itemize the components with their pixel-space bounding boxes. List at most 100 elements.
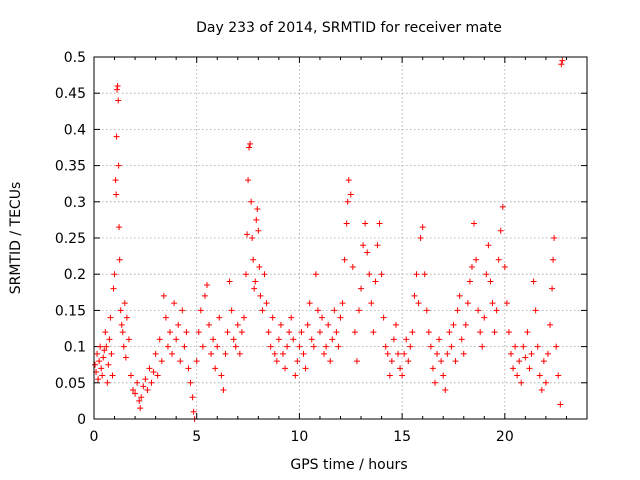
data-point (116, 256, 123, 263)
data-point (118, 321, 125, 328)
data-point (337, 314, 344, 321)
data-point (234, 321, 241, 328)
data-point (507, 350, 514, 357)
y-tick-label: 0.4 (64, 122, 86, 138)
data-point (429, 365, 436, 372)
data-point (456, 292, 463, 299)
data-point (112, 177, 119, 184)
data-point (195, 329, 202, 336)
data-point (538, 387, 545, 394)
data-point (96, 358, 103, 365)
data-point (479, 343, 486, 350)
data-point (304, 321, 311, 328)
data-point (540, 358, 547, 365)
data-point (197, 307, 204, 314)
data-point (368, 300, 375, 307)
data-point (286, 329, 293, 336)
data-point (427, 343, 434, 350)
data-point (473, 256, 480, 263)
data-point (189, 394, 196, 401)
data-point (358, 285, 365, 292)
data-point (101, 347, 108, 354)
data-point (265, 329, 272, 336)
chart-title: Day 233 of 2014, SRMTID for receiver mat… (196, 20, 502, 36)
data-point (208, 350, 215, 357)
data-point (417, 235, 424, 241)
y-tick-label: 0.35 (55, 159, 86, 175)
data-point (279, 350, 286, 357)
data-point (158, 358, 165, 365)
data-point (162, 314, 169, 321)
axis-ticks (93, 56, 587, 420)
data-point (446, 329, 453, 336)
data-point (250, 256, 257, 263)
data-point (226, 278, 233, 285)
data-point (555, 372, 562, 379)
data-point (405, 358, 412, 365)
data-point (248, 198, 255, 205)
data-point (302, 365, 309, 372)
data-point (528, 350, 535, 357)
y-tick-label: 0 (77, 412, 86, 428)
data-point (450, 321, 457, 328)
data-point (236, 350, 243, 357)
data-point (148, 379, 155, 386)
y-tick-label: 0.15 (55, 303, 86, 319)
data-point (516, 358, 523, 365)
data-point (284, 343, 291, 350)
data-point (140, 383, 147, 390)
data-point (92, 361, 99, 368)
data-point (181, 343, 188, 350)
data-points (92, 57, 566, 422)
data-point (475, 307, 482, 314)
data-point (100, 354, 107, 361)
data-point (493, 307, 500, 314)
x-axis-label: GPS time / hours (290, 457, 407, 473)
data-point (503, 300, 510, 307)
data-point (113, 191, 120, 198)
data-point (298, 329, 305, 336)
data-point (557, 401, 564, 408)
data-point (378, 271, 385, 278)
data-point (152, 350, 159, 357)
data-point (522, 354, 529, 361)
data-point (224, 329, 231, 336)
data-point (120, 343, 127, 350)
data-point (448, 343, 455, 350)
data-point (167, 329, 174, 336)
data-point (269, 314, 276, 321)
data-point (409, 329, 416, 336)
data-point (384, 350, 391, 357)
data-point (282, 365, 289, 372)
data-point (485, 242, 492, 249)
data-point (228, 307, 235, 314)
data-point (444, 350, 451, 357)
data-point (288, 314, 295, 321)
data-point (372, 278, 379, 285)
data-point (489, 300, 496, 307)
data-point (390, 336, 397, 343)
data-point (497, 227, 504, 234)
data-point (95, 376, 102, 383)
data-point (94, 350, 101, 357)
data-point (518, 379, 525, 386)
data-point (536, 372, 543, 379)
data-point (253, 216, 260, 223)
data-point (111, 271, 118, 278)
data-point (376, 220, 383, 227)
data-point (421, 271, 428, 278)
data-point (212, 365, 219, 372)
data-point (388, 358, 395, 365)
data-point (108, 350, 115, 357)
data-point (364, 249, 371, 256)
data-point (257, 292, 264, 299)
data-point (254, 206, 261, 213)
data-point (510, 365, 517, 372)
data-point (183, 329, 190, 336)
data-point (321, 350, 328, 357)
data-point (193, 358, 200, 365)
data-point (532, 307, 539, 314)
data-point (98, 365, 105, 372)
data-point (273, 358, 280, 365)
data-point (261, 271, 268, 278)
